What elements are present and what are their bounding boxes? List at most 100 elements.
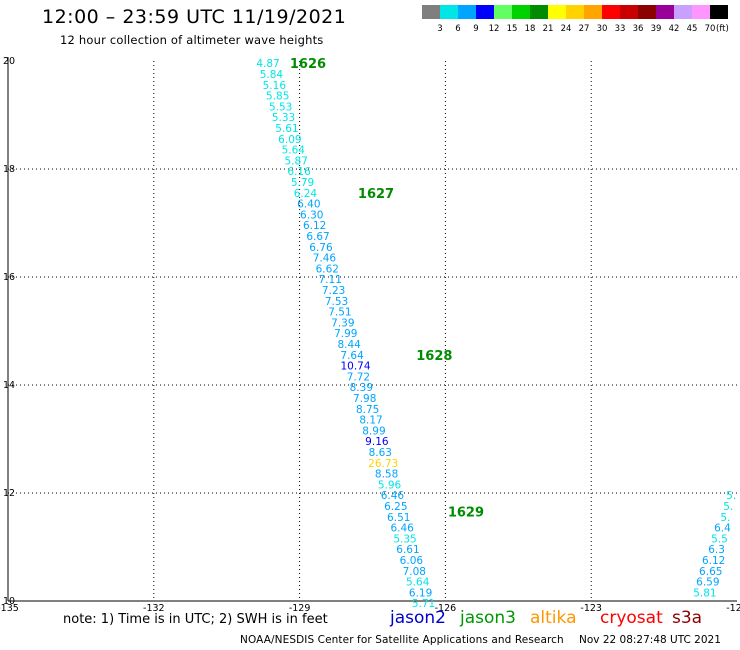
colorbar-legend: 3 6 9 12 15 18 21 24 27 30 33 36 39 42 45 70 (ft) bbox=[422, 5, 729, 34]
colorbar-label: 45 bbox=[687, 24, 698, 34]
x-tick-label: -135 bbox=[0, 603, 19, 614]
data-point-label: 6.59 bbox=[696, 577, 719, 589]
data-point-label: 5.87 bbox=[285, 155, 308, 167]
data-point-label: 5. bbox=[723, 501, 733, 513]
sat-cryosat: cryosat bbox=[600, 608, 663, 628]
data-point-label: 6.12 bbox=[702, 555, 725, 567]
pass-number-label: 1628 bbox=[416, 349, 452, 364]
data-point-label: 6.4 bbox=[714, 523, 731, 535]
data-points: 4.875.845.165.855.535.335.616.095.645.87… bbox=[256, 58, 736, 610]
data-point-label: 8.99 bbox=[362, 425, 385, 437]
data-point-label: 9.16 bbox=[365, 436, 389, 448]
data-point-label: 5.33 bbox=[272, 112, 295, 124]
data-point-label: 6.3 bbox=[708, 544, 725, 556]
data-point-label: 6.51 bbox=[387, 512, 410, 524]
data-point-label: 5.16 bbox=[263, 80, 287, 92]
x-tick-label: -120 bbox=[726, 603, 740, 614]
y-tick-label: 20 bbox=[3, 56, 15, 67]
data-point-label: 6.65 bbox=[699, 566, 722, 578]
colorbar-swatch bbox=[494, 5, 512, 19]
sat-s3a: s3a bbox=[672, 608, 703, 628]
pass-number-label: 1629 bbox=[448, 505, 484, 520]
data-point-label: 8.39 bbox=[350, 382, 373, 394]
data-point-label: 7.46 bbox=[313, 253, 337, 265]
data-point-label: 7.11 bbox=[319, 274, 342, 286]
colorbar-swatch bbox=[620, 5, 638, 19]
colorbar-swatch bbox=[548, 5, 566, 19]
data-point-label: 7.99 bbox=[334, 328, 357, 340]
data-point-label: 6.46 bbox=[390, 523, 414, 535]
data-point-label: 7.98 bbox=[353, 393, 376, 405]
data-point-label: 5.71 bbox=[412, 598, 435, 610]
sat-jason2: jason2 bbox=[390, 608, 446, 628]
data-point-label: 6.25 bbox=[384, 501, 407, 513]
data-point-label: 7.39 bbox=[331, 317, 354, 329]
pass-number-label: 1626 bbox=[290, 57, 326, 72]
data-point-label: 4.87 bbox=[256, 58, 279, 70]
footer-timestamp: Nov 22 08:27:48 UTC 2021 bbox=[579, 634, 721, 646]
colorbar-label: 6 bbox=[455, 24, 460, 34]
data-point-label: 7.08 bbox=[403, 566, 426, 578]
colorbar-swatch bbox=[692, 5, 710, 19]
colorbar-label: 12 bbox=[489, 24, 500, 34]
data-point-label: 5.79 bbox=[291, 177, 314, 189]
colorbar-unit: (ft) bbox=[716, 24, 729, 34]
data-point-label: 6.46 bbox=[381, 490, 405, 502]
data-point-label: 6.76 bbox=[309, 242, 333, 254]
data-point-label: 5.84 bbox=[260, 69, 284, 81]
data-point-label: 7.72 bbox=[347, 371, 370, 383]
data-point-label: 5.35 bbox=[393, 533, 416, 545]
data-point-label: 8.17 bbox=[359, 415, 382, 427]
data-point-label: 5. bbox=[720, 512, 730, 524]
footer-note: note: 1) Time is in UTC; 2) SWH is in fe… bbox=[63, 612, 328, 627]
colorbar-swatch bbox=[710, 5, 728, 19]
sat-jason3: jason3 bbox=[460, 608, 516, 628]
data-point-label: 8.75 bbox=[356, 404, 379, 416]
colorbar-swatch bbox=[566, 5, 584, 19]
colorbar-label: 39 bbox=[651, 24, 662, 34]
chart-title: 12:00 – 23:59 UTC 11/19/2021 bbox=[42, 6, 347, 28]
colorbar-swatch bbox=[422, 5, 440, 19]
colorbar-label: 3 bbox=[437, 24, 442, 34]
data-point-label: 5.96 bbox=[378, 479, 402, 491]
data-point-label: 5.81 bbox=[693, 587, 716, 599]
colorbar-swatch bbox=[440, 5, 458, 19]
data-point-label: 6.19 bbox=[409, 587, 432, 599]
chart-axes: -135 -132 -129 -126 -123 -120 10 12 14 16 18 20 bbox=[0, 56, 740, 614]
colorbar-swatch bbox=[458, 5, 476, 19]
data-point-label: 6.67 bbox=[306, 231, 329, 243]
data-point-label: 8.58 bbox=[375, 469, 398, 481]
data-point-label: 6.40 bbox=[297, 199, 320, 211]
y-tick-label: 12 bbox=[3, 488, 15, 499]
footer-credit: NOAA/NESDIS Center for Satellite Applica… bbox=[240, 634, 564, 646]
data-point-label: 6.24 bbox=[294, 188, 318, 200]
colorbar-label: 30 bbox=[597, 24, 608, 34]
data-point-label: 8.63 bbox=[369, 447, 392, 459]
chart-subtitle: 12 hour collection of altimeter wave hei… bbox=[60, 33, 324, 47]
data-point-label: 6.16 bbox=[287, 166, 311, 178]
pass-number-label: 1627 bbox=[358, 187, 394, 202]
colorbar-swatch bbox=[512, 5, 530, 19]
colorbar-swatch bbox=[476, 5, 494, 19]
data-point-label: 6.62 bbox=[316, 263, 339, 275]
data-point-label: 7.53 bbox=[325, 296, 348, 308]
data-point-label: 6.30 bbox=[300, 209, 323, 221]
colorbar-swatch bbox=[602, 5, 620, 19]
data-point-label: 6.12 bbox=[303, 220, 326, 232]
data-point-label: 5.64 bbox=[406, 577, 430, 589]
colorbar-swatch bbox=[530, 5, 548, 19]
x-tick-label: -132 bbox=[143, 603, 165, 614]
data-point-label: 6.61 bbox=[396, 544, 419, 556]
data-point-label: 5.85 bbox=[266, 91, 289, 103]
data-point-label: 7.23 bbox=[322, 285, 345, 297]
data-point-label: 6.06 bbox=[400, 555, 424, 567]
colorbar-label: 24 bbox=[561, 24, 572, 34]
data-point-label: 7.51 bbox=[328, 307, 351, 319]
chart-grid bbox=[8, 61, 737, 601]
y-tick-label: 10 bbox=[3, 596, 15, 607]
data-point-label: 5.53 bbox=[269, 101, 292, 113]
data-point-label: 26.73 bbox=[368, 458, 398, 470]
data-point-label: 5.61 bbox=[275, 123, 298, 135]
colorbar-label: 27 bbox=[579, 24, 590, 34]
